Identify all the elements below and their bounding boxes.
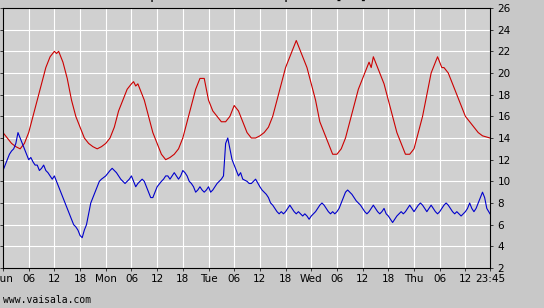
Text: www.vaisala.com: www.vaisala.com [3, 295, 91, 305]
Text: Temperature and Dewpoint [°C]: Temperature and Dewpoint [°C] [125, 0, 368, 2]
